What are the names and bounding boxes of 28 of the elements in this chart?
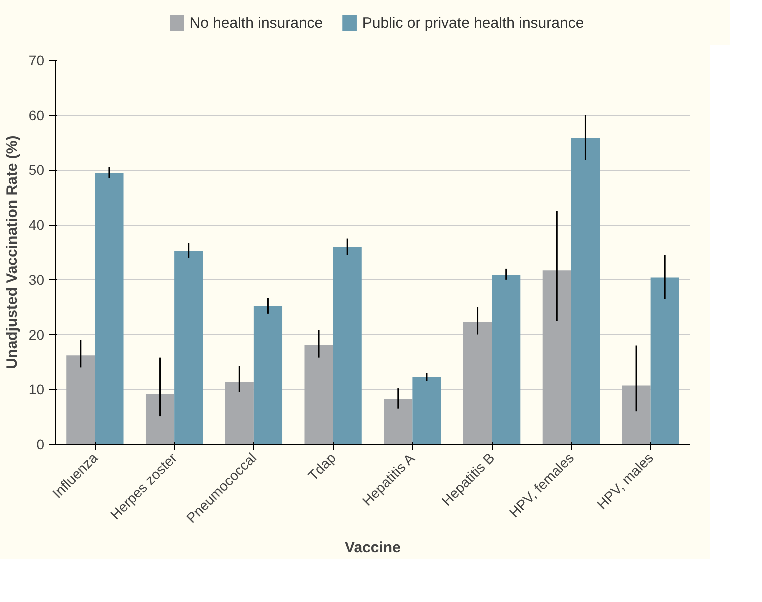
legend-label: No health insurance	[190, 15, 324, 32]
bar	[225, 382, 254, 444]
y-tick-label: 0	[36, 436, 45, 452]
y-tick-label: 10	[28, 382, 45, 398]
bar	[622, 386, 651, 444]
y-tick-label: 20	[28, 326, 45, 343]
bar	[542, 270, 572, 444]
y-tick-label: 30	[28, 272, 45, 288]
bar	[571, 138, 600, 444]
bar	[254, 306, 283, 444]
bar	[146, 394, 175, 444]
bar	[174, 251, 204, 444]
bar	[304, 345, 334, 444]
y-axis-title: Unadjusted Vaccination Rate (%)	[4, 136, 21, 370]
legend-label: Public or private health insurance	[362, 15, 584, 32]
bar	[95, 174, 124, 444]
bar	[412, 377, 442, 444]
y-tick-label: 60	[28, 107, 45, 124]
bar	[333, 247, 362, 444]
bar	[66, 356, 96, 444]
bar	[650, 278, 680, 444]
y-tick-label: 70	[28, 52, 45, 68]
bar	[492, 274, 521, 444]
bar	[384, 398, 413, 444]
x-axis-title: Vaccine	[345, 540, 401, 557]
y-tick-label: 40	[28, 217, 45, 234]
y-tick-label: 50	[28, 162, 45, 178]
bar	[463, 322, 492, 444]
